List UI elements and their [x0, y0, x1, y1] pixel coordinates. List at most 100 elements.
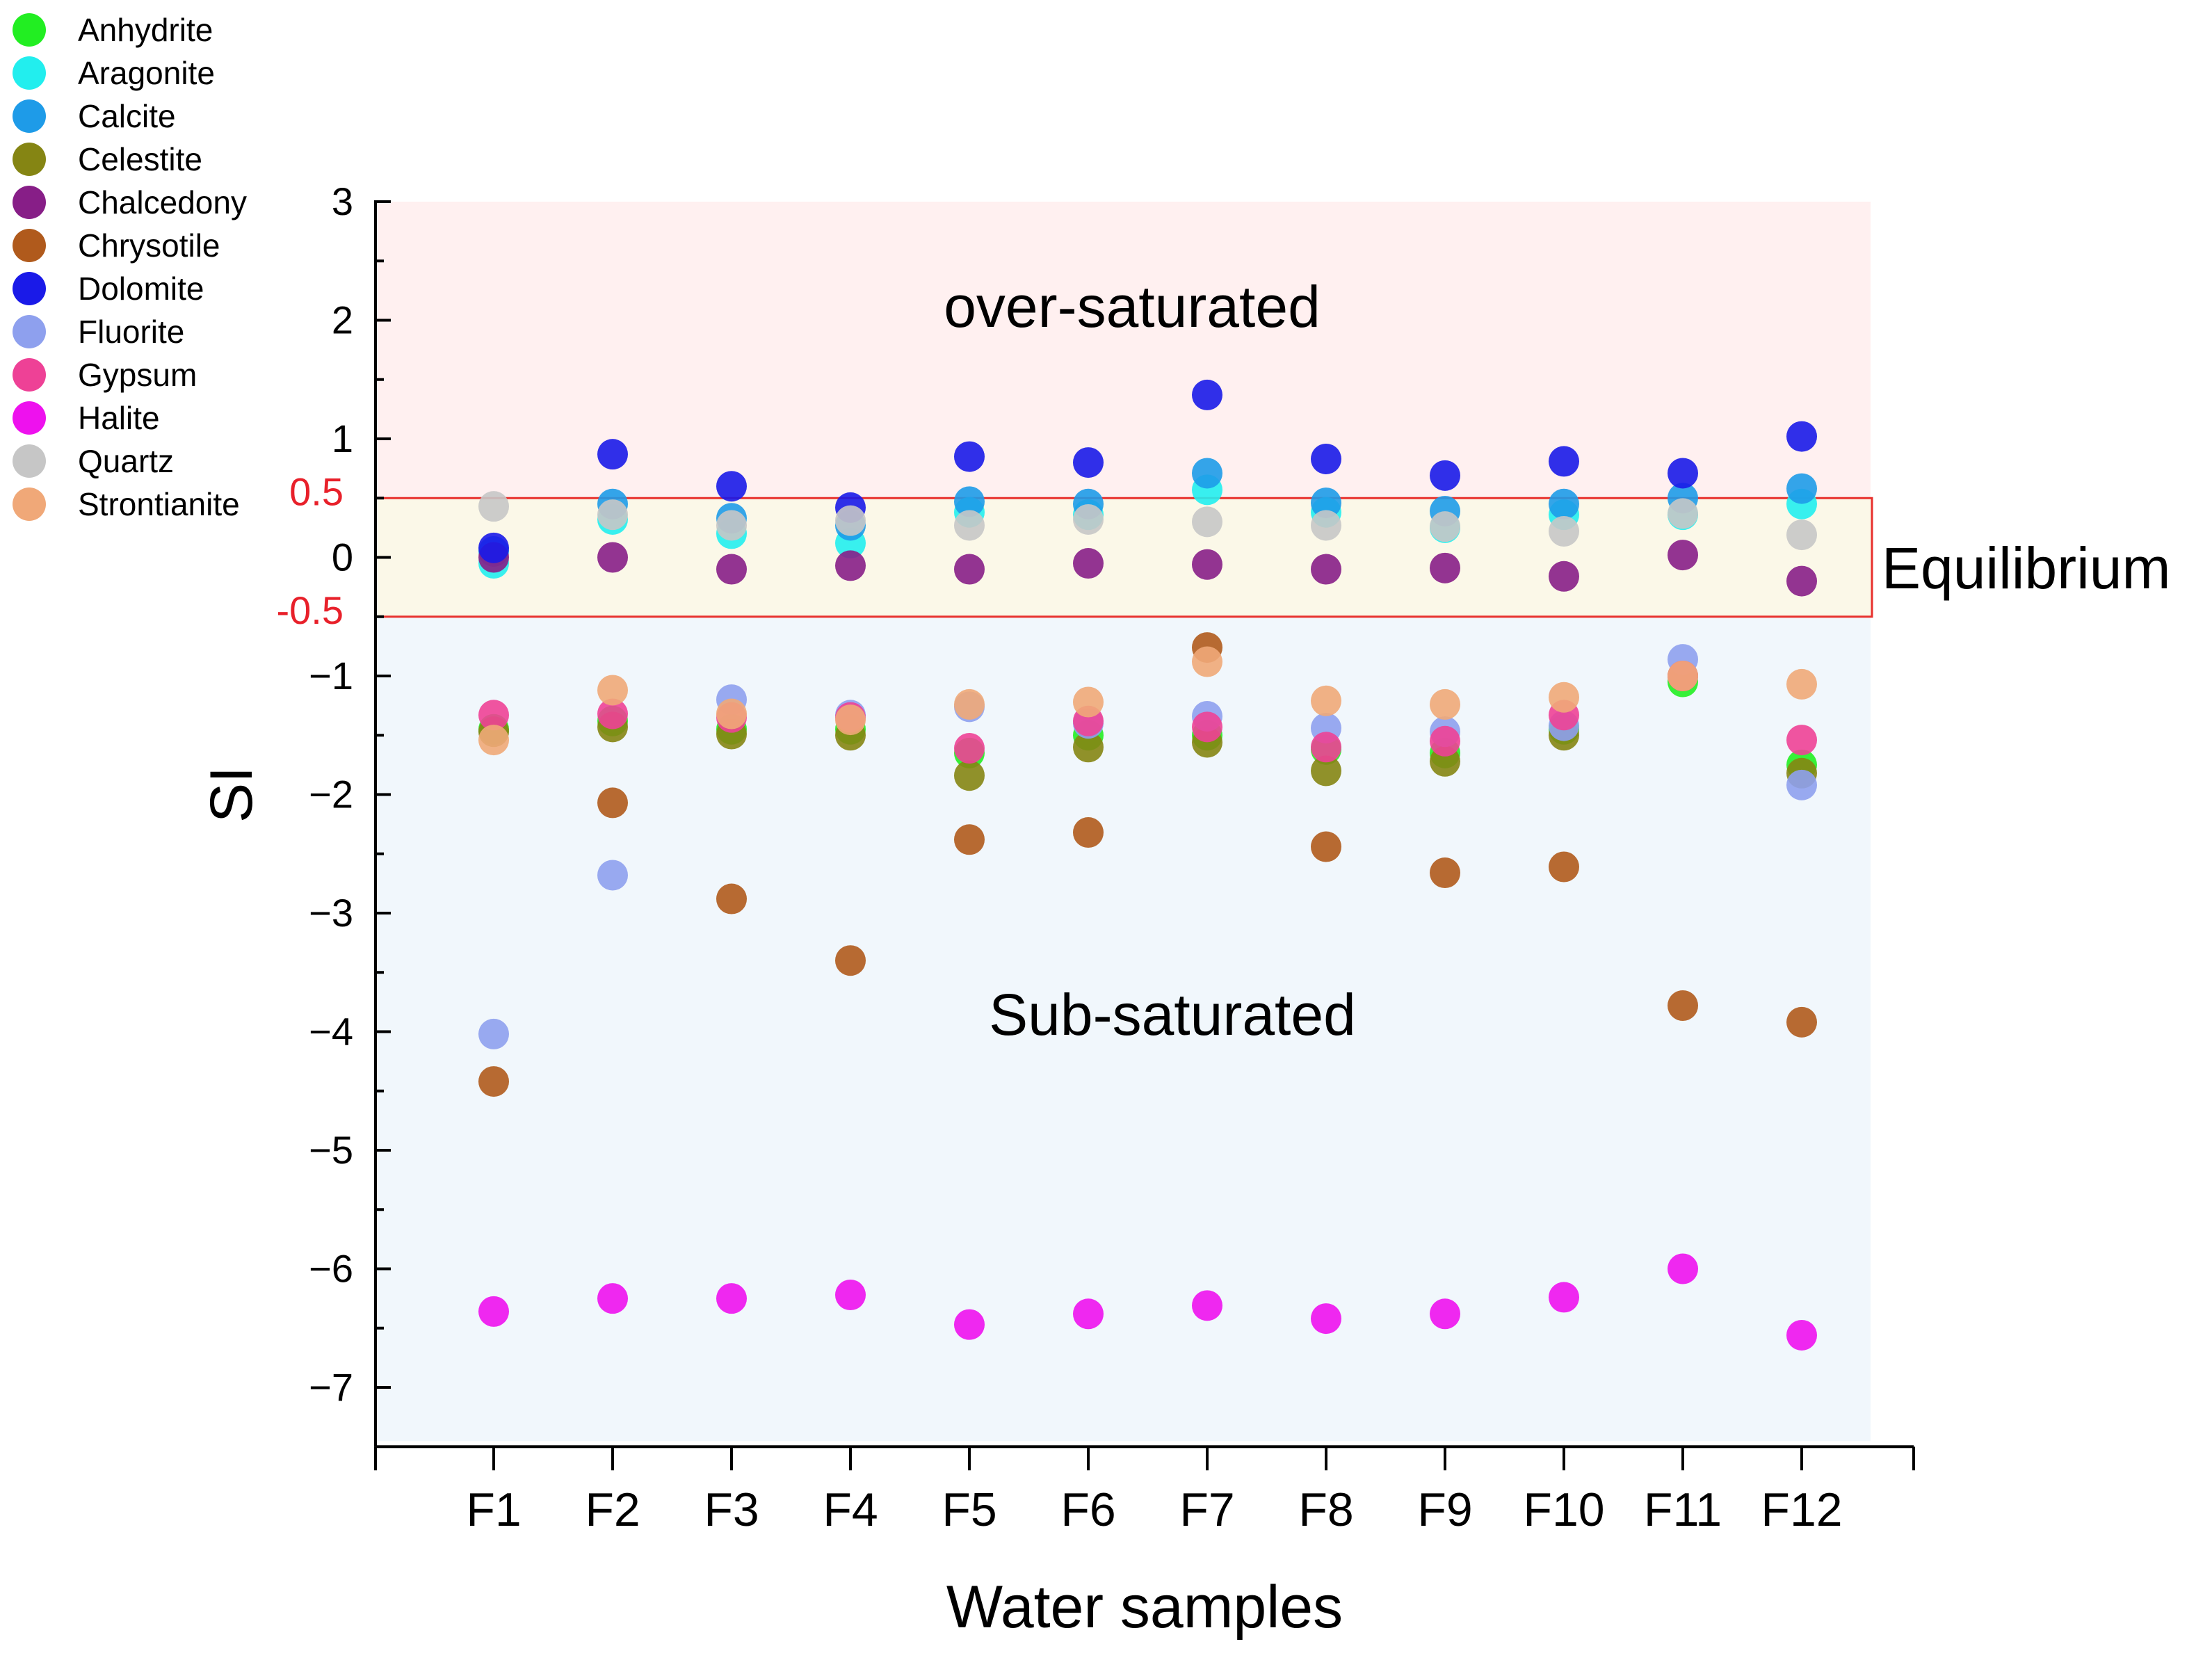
legend: Anhydrite Aragonite Calcite Celestite Chalce…: [13, 8, 247, 526]
data-point: [954, 554, 985, 585]
x-tick-label: F3: [704, 1483, 759, 1536]
series-strontianite: [478, 646, 1817, 756]
data-point: [1192, 1290, 1222, 1321]
x-tick-label: F11: [1644, 1483, 1722, 1536]
data-point: [1192, 379, 1222, 410]
data-point: [1549, 446, 1579, 477]
legend-label: Quartz: [78, 443, 175, 479]
data-point: [1311, 685, 1341, 716]
equilibrium-label: Equilibrium: [1882, 535, 2171, 601]
data-point: [954, 733, 985, 764]
data-point: [597, 675, 628, 706]
x-tick-label: F2: [585, 1483, 640, 1536]
data-point: [954, 486, 985, 517]
data-point: [1311, 831, 1341, 862]
legend-item: Strontianite: [13, 483, 247, 526]
data-point: [1311, 487, 1341, 519]
data-point: [954, 688, 985, 720]
legend-marker: [13, 487, 46, 521]
legend-marker: [13, 358, 46, 392]
data-point: [1786, 565, 1817, 597]
y-tick-label: −1: [309, 654, 353, 698]
data-point: [478, 1066, 509, 1097]
data-point: [597, 1283, 628, 1314]
legend-label: Aragonite: [78, 55, 215, 91]
data-point: [1192, 646, 1222, 677]
data-point: [1430, 688, 1460, 720]
data-point: [478, 532, 509, 563]
data-point: [1073, 732, 1104, 763]
data-point: [1786, 769, 1817, 800]
data-point: [1311, 732, 1341, 763]
legend-label: Celestite: [78, 141, 202, 177]
data-point: [1786, 1319, 1817, 1351]
legend-marker: [13, 56, 46, 90]
data-point: [1311, 1303, 1341, 1335]
data-point: [1786, 421, 1817, 452]
data-point: [1073, 503, 1104, 535]
x-tick-label: F12: [1761, 1483, 1842, 1536]
equilibrium-bound-label: 0.5: [289, 469, 344, 513]
x-tick-label: F7: [1179, 1483, 1234, 1536]
legend-marker: [13, 401, 46, 435]
legend-label: Dolomite: [78, 271, 204, 307]
data-point: [1192, 506, 1222, 538]
y-tick-label: 0: [332, 535, 353, 579]
data-point: [1430, 857, 1460, 889]
sub-saturated-label: Sub-saturated: [989, 982, 1356, 1047]
legend-item: Celestite: [13, 138, 247, 181]
legend-label: Calcite: [78, 98, 176, 134]
data-point: [1073, 548, 1104, 579]
data-point: [1430, 552, 1460, 583]
data-point: [1311, 554, 1341, 585]
saturation-regions: [374, 202, 1873, 1442]
data-point: [597, 499, 628, 531]
y-tick-label: −2: [309, 773, 353, 816]
legend-marker: [13, 99, 46, 133]
legend-item: Chrysotile: [13, 224, 247, 267]
x-tick-label: F1: [466, 1483, 521, 1536]
data-point: [597, 542, 628, 573]
data-point: [1668, 540, 1698, 571]
data-point: [716, 883, 747, 914]
legend-item: Calcite: [13, 95, 247, 138]
over-saturated-label: over-saturated: [944, 274, 1321, 339]
legend-label: Fluorite: [78, 314, 185, 350]
data-point: [597, 860, 628, 891]
axes: 3 2 1 0 −1 −2 −3 −4 −5 −6 −7 0.5 -0.5 F1 F2 F3 F4 F5 F6 F7 F…: [198, 179, 1915, 1641]
legend-label: Gypsum: [78, 357, 197, 393]
series-halite: [478, 1253, 1817, 1351]
data-point: [1668, 458, 1698, 489]
legend-item: Aragonite: [13, 51, 247, 95]
data-point: [954, 1309, 985, 1340]
data-point: [835, 1280, 866, 1311]
legend-label: Anhydrite: [78, 12, 213, 48]
data-point: [1073, 1298, 1104, 1330]
data-point: [478, 1296, 509, 1327]
x-tick-label: F10: [1523, 1483, 1604, 1536]
legend-marker: [13, 186, 46, 219]
data-point: [954, 441, 985, 472]
data-point: [835, 550, 866, 581]
y-tick-label: −6: [309, 1247, 353, 1291]
legend-item: Anhydrite: [13, 8, 247, 51]
legend-marker: [13, 13, 46, 47]
legend-item: Fluorite: [13, 310, 247, 353]
data-point: [597, 439, 628, 470]
data-point: [954, 824, 985, 855]
data-point: [1668, 1253, 1698, 1284]
data-point: [1430, 1298, 1460, 1330]
legend-label: Chrysotile: [78, 227, 220, 264]
data-point: [1786, 725, 1817, 756]
legend-item: Chalcedony: [13, 181, 247, 224]
legend-label: Chalcedony: [78, 184, 247, 220]
series-quartz: [478, 491, 1817, 551]
data-point: [478, 1018, 509, 1049]
data-point: [1786, 473, 1817, 504]
legend-marker: [13, 143, 46, 176]
data-point: [1192, 458, 1222, 489]
legend-marker: [13, 444, 46, 478]
data-point: [1549, 488, 1579, 519]
equilibrium-bound-label: -0.5: [277, 588, 344, 632]
